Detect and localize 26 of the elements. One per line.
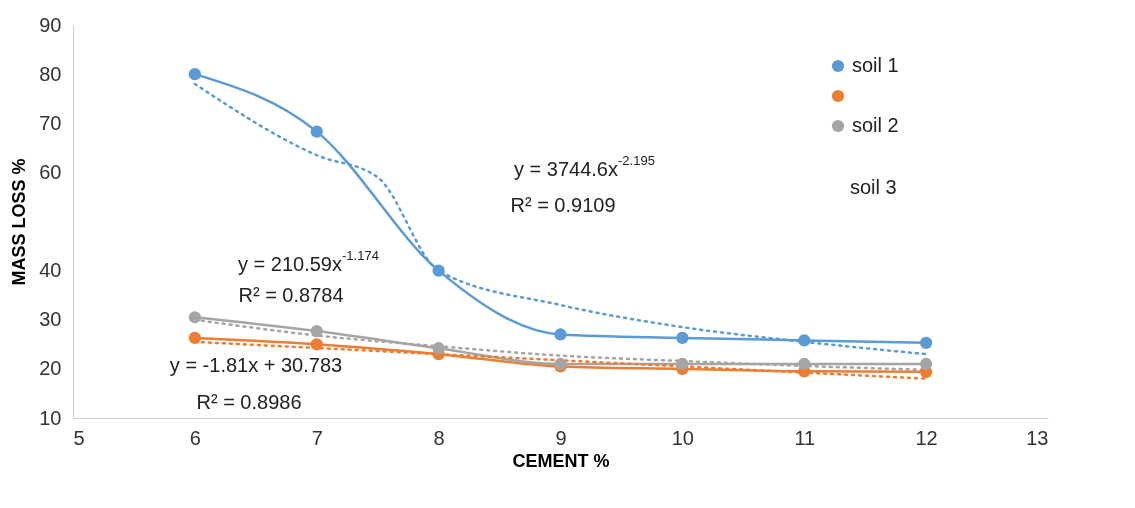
y-tick-label: 60 [39, 160, 62, 183]
x-tick-label: 5 [73, 426, 85, 449]
y-tick-label: 90 [39, 13, 62, 36]
x-tick-label: 6 [189, 426, 201, 449]
annotation: y = -1.81x + 30.783 [169, 354, 343, 376]
y-tick-label: 80 [39, 62, 62, 85]
x-axis-title: CEMENT % [512, 450, 610, 471]
y-tick-label: 40 [39, 259, 62, 282]
legend-label: soil 2 [852, 114, 899, 136]
x-tick-label: 13 [1026, 426, 1049, 449]
legend-label: soil 1 [852, 54, 899, 76]
y-tick-label: 20 [39, 357, 62, 380]
x-tick-label: 10 [671, 426, 694, 449]
annotation: soil 3 [850, 176, 897, 198]
x-tick-label: 11 [794, 426, 816, 449]
x-tick-label: 12 [915, 426, 938, 449]
y-tick-label: 10 [39, 406, 62, 429]
annotation: R² = 0.9109 [510, 194, 616, 216]
y-tick-label: 70 [39, 111, 62, 134]
annotation: R² = 0.8784 [238, 284, 344, 306]
annotation: R² = 0.8986 [196, 391, 302, 413]
y-tick-label: 30 [39, 308, 62, 331]
x-tick-label: 9 [555, 426, 567, 449]
x-tick-label: 7 [311, 426, 323, 449]
x-tick-label: 8 [433, 426, 445, 449]
y-axis-title: MASS LOSS % [9, 158, 30, 286]
